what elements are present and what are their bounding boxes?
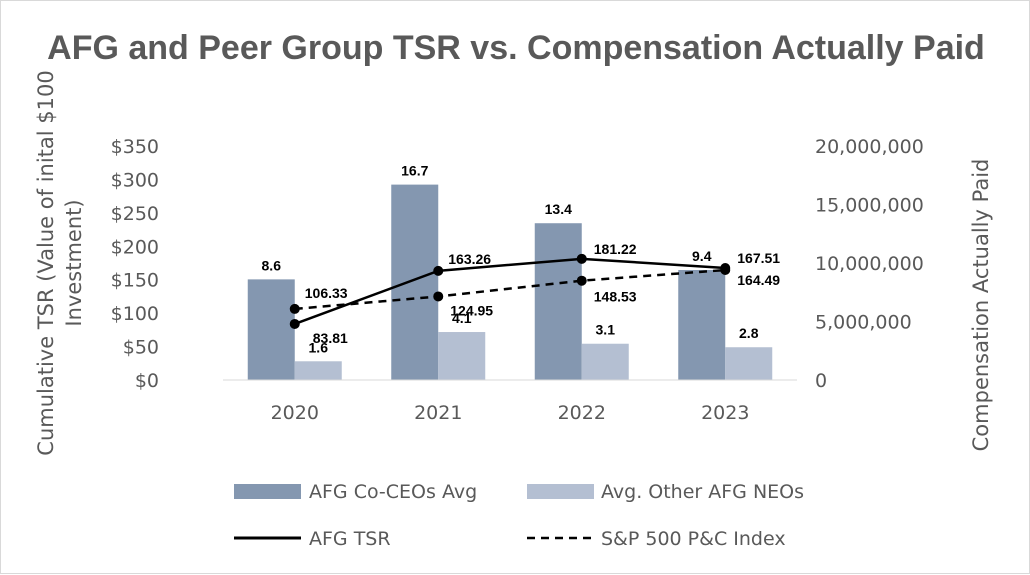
afg-tsr-point-2020 <box>289 318 300 329</box>
left-tick-label: $300 <box>111 169 159 191</box>
sp500-pc-point-2023 <box>720 265 731 276</box>
sp500-pc-label: 106.33 <box>305 285 348 301</box>
left-axis-title-line1: Cumulative TSR (Value of inital $100 <box>34 70 58 455</box>
left-tick-label: $0 <box>135 370 159 392</box>
chart-title: AFG and Peer Group TSR vs. Compensation … <box>47 29 985 67</box>
sp500-pc-point-2020 <box>289 303 300 314</box>
legend-label-afg-tsr: AFG TSR <box>309 528 391 550</box>
left-tick-label: $250 <box>111 203 159 225</box>
right-tick-label: 0 <box>815 370 827 392</box>
x-tick-label-2022: 2022 <box>558 402 606 424</box>
data-labels: 8.6 16.7 13.4 9.4 1.6 4.1 3.1 2.8 83.81 163.26 181… <box>262 163 781 356</box>
legend-label-sp500-pc: S&P 500 P&C Index <box>601 528 786 550</box>
afg-tsr-point-2021 <box>433 265 444 276</box>
right-axis-title: Compensation Actually Paid <box>969 159 993 452</box>
other-neo-bar-label: 4.1 <box>452 310 472 326</box>
x-tick-label-2020: 2020 <box>271 402 319 424</box>
right-tick-label: 5,000,000 <box>815 312 912 334</box>
x-tick-label-2021: 2021 <box>414 402 462 424</box>
left-tick-label: $100 <box>111 303 159 325</box>
bar-series <box>247 184 773 380</box>
x-tick-label-2023: 2023 <box>701 402 749 424</box>
legend-label-other-neo: Avg. Other AFG NEOs <box>601 481 804 503</box>
left-tick-label: $200 <box>111 236 159 258</box>
co-ceo-bar-label: 13.4 <box>545 201 572 217</box>
other-neo-bar-2022 <box>581 343 629 380</box>
sp500-pc-point-2022 <box>576 275 587 286</box>
afg-tsr-point-2022 <box>576 253 587 264</box>
co-ceo-bar-2020 <box>247 279 295 380</box>
left-tick-label: $50 <box>123 337 159 359</box>
other-neo-bar-label: 2.8 <box>739 325 759 341</box>
other-neo-bar-2023 <box>725 347 773 380</box>
afg-tsr-label: 83.81 <box>313 330 348 346</box>
legend: AFG Co-CEOs Avg Avg. Other AFG NEOs AFG TS… <box>234 481 804 550</box>
left-tick-label: $150 <box>111 270 159 292</box>
afg-tsr-label: 163.26 <box>448 251 491 267</box>
right-tick-label: 10,000,000 <box>815 253 924 275</box>
sp500-pc-line <box>294 268 726 311</box>
sp500-pc-label: 164.49 <box>737 272 780 288</box>
other-neo-bar-label: 1.6 <box>309 339 329 355</box>
left-axis-title: Cumulative TSR (Value of inital $100 Inv… <box>34 70 86 455</box>
other-neo-bar-2020 <box>294 361 342 380</box>
afg-tsr-line <box>294 257 726 326</box>
co-ceo-bar-label: 9.4 <box>692 248 712 264</box>
line-series <box>289 253 731 329</box>
legend-swatch-co-ceo <box>234 484 301 499</box>
right-tick-label: 20,000,000 <box>815 136 924 158</box>
co-ceo-bar-2022 <box>534 223 582 380</box>
afg-tsr-label: 181.22 <box>594 241 637 257</box>
co-ceo-bar-label: 16.7 <box>401 163 428 179</box>
x-axis-ticks: 2020 2021 2022 2023 <box>271 402 750 424</box>
sp500-pc-label: 148.53 <box>594 289 637 305</box>
right-axis-ticks: 0 5,000,000 10,000,000 15,000,000 20,000,000 <box>815 136 924 392</box>
right-tick-label: 15,000,000 <box>815 195 924 217</box>
co-ceo-bar-2021 <box>391 184 439 380</box>
left-axis-ticks: $0 $50 $100 $150 $200 $250 $300 $350 <box>111 136 159 392</box>
legend-label-co-ceo: AFG Co-CEOs Avg <box>309 481 477 503</box>
left-axis-title-line2: Investment) <box>62 199 86 326</box>
left-tick-label: $350 <box>111 136 159 158</box>
other-neo-bar-2021 <box>438 332 486 380</box>
other-neo-bar-label: 3.1 <box>596 322 616 338</box>
sp500-pc-point-2021 <box>433 291 444 302</box>
co-ceo-bar-label: 8.6 <box>262 257 282 273</box>
legend-swatch-other-neo <box>527 484 594 499</box>
afg-tsr-label: 167.51 <box>737 250 780 266</box>
co-ceo-bar-2023 <box>678 270 726 380</box>
sp500-pc-label: 124.95 <box>450 302 493 318</box>
